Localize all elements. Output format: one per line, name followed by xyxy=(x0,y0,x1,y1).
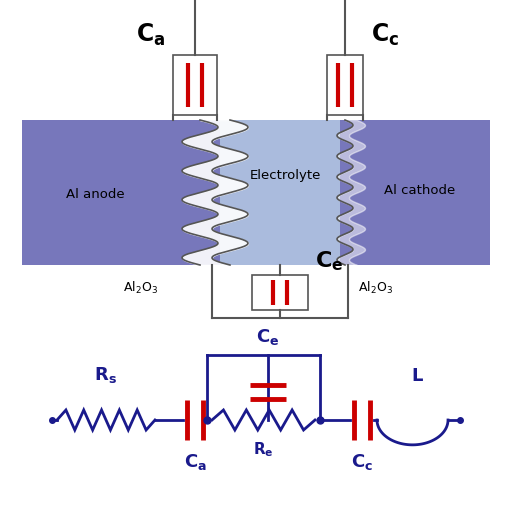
Text: $\mathbf{L}$: $\mathbf{L}$ xyxy=(411,367,423,385)
Text: $\mathbf{R_e}$: $\mathbf{R_e}$ xyxy=(253,440,273,458)
Text: Al$_2$O$_3$: Al$_2$O$_3$ xyxy=(122,280,158,296)
Text: $\mathbf{C_c}$: $\mathbf{C_c}$ xyxy=(351,452,373,472)
Text: $\mathbf{C_c}$: $\mathbf{C_c}$ xyxy=(371,22,399,48)
Text: $\mathbf{C_a}$: $\mathbf{C_a}$ xyxy=(136,22,165,48)
Text: Al cathode: Al cathode xyxy=(385,183,456,196)
Bar xyxy=(340,120,490,265)
Bar xyxy=(173,55,217,115)
Text: $\mathbf{C_e}$: $\mathbf{C_e}$ xyxy=(315,249,343,273)
Text: $\mathbf{R_s}$: $\mathbf{R_s}$ xyxy=(94,365,116,385)
Text: $\mathbf{C_e}$: $\mathbf{C_e}$ xyxy=(257,327,280,347)
Bar xyxy=(252,275,308,310)
Text: Electrolyte: Electrolyte xyxy=(249,169,321,181)
Text: Al anode: Al anode xyxy=(66,189,124,202)
Text: $\mathbf{C_a}$: $\mathbf{C_a}$ xyxy=(184,452,206,472)
Text: Al$_2$O$_3$: Al$_2$O$_3$ xyxy=(357,280,393,296)
Bar xyxy=(327,55,363,115)
Bar xyxy=(220,120,340,265)
Bar xyxy=(22,120,220,265)
